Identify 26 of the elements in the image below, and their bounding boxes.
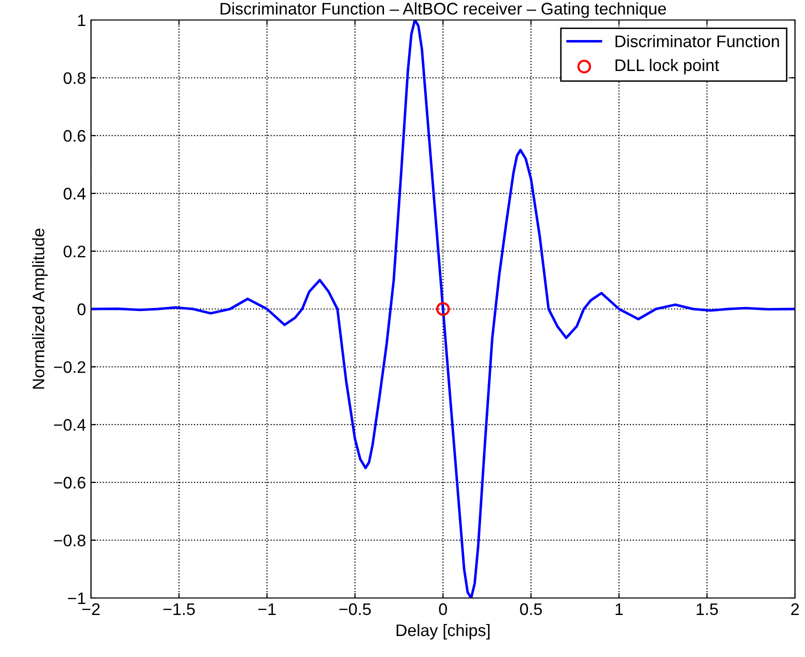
y-tick-label: −0.4: [54, 419, 86, 431]
y-tick-label: 0.6: [64, 130, 86, 142]
legend-label: DLL lock point: [616, 58, 720, 74]
x-tick-label: 0.5: [520, 603, 542, 616]
chart-title: Discriminator Function – AltBOC receiver – Gating technique: [220, 2, 666, 18]
legend-label: Discriminator Function: [616, 35, 779, 48]
line-series: [91, 20, 795, 598]
x-tick-label: 0: [439, 603, 447, 616]
y-tick-label: −0.2: [54, 361, 86, 374]
x-tick-label: −0.5: [339, 603, 371, 616]
y-tick-label: −1: [68, 592, 86, 604]
x-tick-label: 1: [616, 603, 623, 615]
y-tick-label: −0.8: [54, 534, 86, 546]
y-tick-label: −0.6: [54, 476, 86, 489]
y-tick-label: 0: [78, 303, 86, 316]
y-tick-label: 0.8: [64, 72, 86, 84]
y-tick-label: 0.2: [64, 246, 86, 258]
x-axis-title: Delay [chips]: [396, 624, 490, 640]
x-tick-label: −2: [82, 603, 100, 615]
y-tick-label: 1: [78, 14, 86, 26]
y-axis-title: Normalized Amplitude: [32, 228, 48, 389]
x-tick-label: 2: [791, 603, 799, 615]
x-tick-label: −1.5: [163, 603, 195, 616]
x-tick-label: 1.5: [696, 603, 718, 616]
x-tick-label: −1: [258, 603, 276, 615]
y-tick-label: 0.4: [64, 188, 86, 200]
